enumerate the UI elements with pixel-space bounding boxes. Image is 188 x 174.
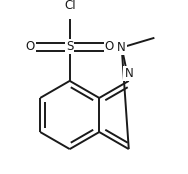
Text: N: N <box>124 67 133 80</box>
Text: O: O <box>105 40 114 53</box>
Text: O: O <box>26 40 35 53</box>
Text: S: S <box>66 40 73 53</box>
Text: Cl: Cl <box>64 0 76 12</box>
Text: N: N <box>117 41 126 54</box>
